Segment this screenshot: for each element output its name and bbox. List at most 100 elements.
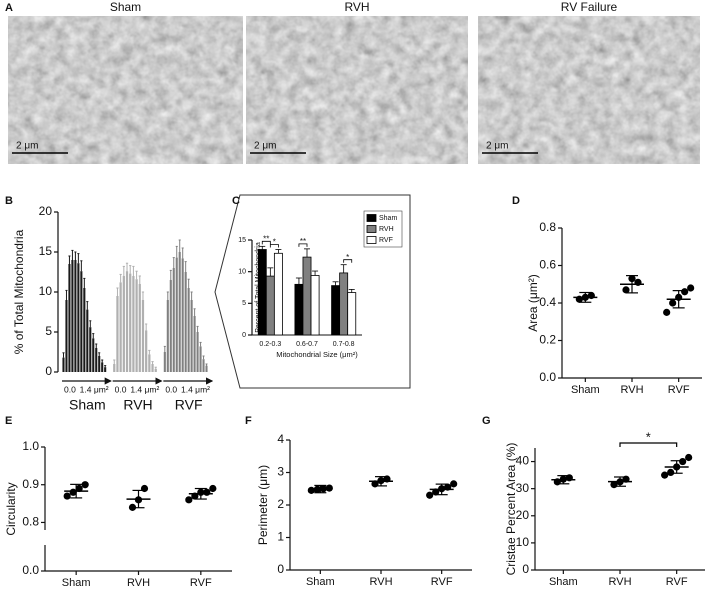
x-tick-label: RVF bbox=[668, 384, 690, 396]
bar bbox=[199, 346, 202, 372]
significance-label: * bbox=[273, 238, 276, 247]
y-tick-label: 10 bbox=[238, 269, 246, 276]
data-point bbox=[325, 484, 333, 492]
bar bbox=[196, 332, 199, 372]
x-tick-label: 0.0 bbox=[64, 384, 76, 394]
bar bbox=[71, 260, 74, 372]
bar bbox=[122, 276, 125, 372]
x-tick-label: 1.4 μm² bbox=[130, 384, 159, 394]
legend-label: RVH bbox=[379, 226, 394, 233]
data-point bbox=[185, 496, 193, 504]
bar bbox=[273, 252, 283, 336]
y-tick-label: 0.9 bbox=[22, 477, 39, 491]
y-axis-label: Perimeter (μm) bbox=[256, 465, 270, 545]
em-image bbox=[478, 16, 700, 164]
y-tick-label: 5 bbox=[242, 300, 246, 307]
significance-label: * bbox=[346, 253, 349, 262]
group-label: RVH bbox=[123, 397, 152, 413]
group-label: RVF bbox=[175, 397, 203, 413]
group-label: Sham bbox=[69, 397, 106, 413]
bar bbox=[148, 354, 151, 372]
y-tick-label: 5 bbox=[45, 324, 52, 338]
scale-bar-label: 2 μm bbox=[254, 141, 276, 152]
legend-swatch bbox=[366, 236, 377, 244]
x-tick-label: 0.6-0.7 bbox=[296, 341, 318, 348]
bar bbox=[95, 348, 98, 372]
y-tick-label: 0.6 bbox=[539, 258, 556, 272]
y-tick-label: 4 bbox=[277, 432, 284, 446]
bar bbox=[89, 327, 92, 372]
bar bbox=[178, 252, 181, 372]
legend-box bbox=[363, 210, 403, 248]
data-point bbox=[681, 288, 689, 296]
em-image bbox=[246, 16, 468, 164]
bar bbox=[310, 275, 320, 336]
y-tick-label: 0.0 bbox=[22, 563, 39, 577]
data-point bbox=[685, 453, 693, 462]
panel-label: D bbox=[512, 195, 520, 207]
significance-bracket bbox=[261, 240, 271, 245]
image-title: RVH bbox=[344, 0, 369, 14]
data-point bbox=[81, 481, 89, 489]
y-tick-label: 40 bbox=[516, 454, 530, 468]
bar bbox=[129, 273, 132, 372]
bar bbox=[62, 357, 65, 372]
panel-label: E bbox=[5, 415, 12, 427]
panel-label: A bbox=[5, 2, 13, 14]
bar bbox=[154, 368, 157, 372]
x-tick-label: 1.4 μm² bbox=[80, 384, 109, 394]
x-tick-label: Sham bbox=[62, 577, 91, 589]
y-tick-label: 0.4 bbox=[539, 295, 556, 309]
bar bbox=[294, 283, 304, 336]
y-axis-label: Cristae Percent Area (%) bbox=[504, 443, 518, 576]
y-axis-label: Circularity bbox=[4, 482, 18, 535]
significance-bracket bbox=[343, 259, 353, 263]
x-tick-label: RVF bbox=[431, 576, 453, 588]
bar bbox=[125, 271, 129, 372]
y-tick-label: 1 bbox=[277, 530, 284, 544]
y-tick-label: 2 bbox=[277, 497, 284, 511]
data-point bbox=[426, 491, 434, 499]
bar bbox=[166, 300, 169, 372]
significance-label: ** bbox=[263, 234, 269, 243]
image-title: Sham bbox=[110, 0, 141, 14]
y-tick-label: 20 bbox=[39, 204, 53, 218]
legend-label: RVF bbox=[379, 237, 393, 244]
bar bbox=[190, 300, 193, 372]
data-point bbox=[667, 468, 675, 476]
data-point bbox=[450, 480, 458, 488]
x-tick-label: 0.0 bbox=[115, 384, 127, 394]
legend-label: Sham bbox=[379, 215, 397, 222]
y-tick-label: 3 bbox=[277, 465, 284, 479]
y-tick-label: 30 bbox=[516, 481, 530, 495]
x-tick-label: Sham bbox=[306, 576, 335, 588]
bar bbox=[187, 288, 190, 372]
em-image bbox=[8, 16, 243, 164]
bar bbox=[141, 300, 145, 372]
panel-label: G bbox=[482, 415, 491, 427]
data-point bbox=[432, 488, 440, 496]
bar bbox=[193, 316, 196, 372]
bar bbox=[205, 365, 208, 372]
y-tick-label: 0 bbox=[242, 332, 246, 339]
bar bbox=[265, 275, 275, 336]
y-tick-label: 0.2 bbox=[539, 333, 556, 347]
panel-label: B bbox=[5, 195, 13, 207]
bar bbox=[116, 296, 119, 372]
x-tick-label: 0.7-0.8 bbox=[333, 341, 355, 348]
panel-label: F bbox=[245, 415, 252, 427]
data-point bbox=[307, 486, 315, 494]
bar bbox=[339, 272, 349, 336]
y-tick-label: 0 bbox=[522, 562, 529, 576]
data-point bbox=[209, 484, 217, 493]
bar bbox=[77, 263, 80, 372]
bar bbox=[163, 352, 166, 372]
bar bbox=[119, 282, 122, 372]
bar bbox=[151, 364, 154, 372]
y-tick-label: 20 bbox=[516, 508, 530, 522]
legend-swatch bbox=[366, 225, 377, 233]
bar bbox=[80, 271, 83, 372]
x-tick-label: RVH bbox=[369, 576, 392, 588]
data-point bbox=[75, 484, 83, 493]
significance-bracket bbox=[269, 244, 279, 248]
